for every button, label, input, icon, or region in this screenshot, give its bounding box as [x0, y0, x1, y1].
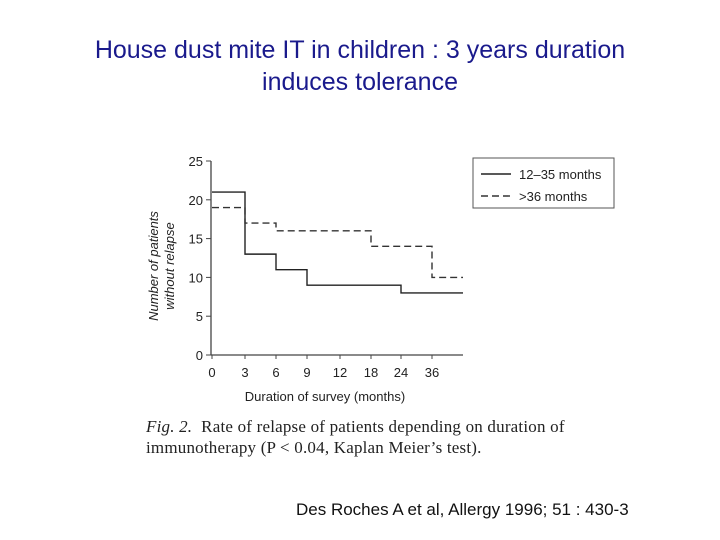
x-tick-label: 18 — [364, 365, 378, 380]
caption-text-line-2: immunotherapy (P < 0.04, Kaplan Meier’s … — [146, 438, 482, 457]
x-tick-label: 3 — [241, 365, 248, 380]
x-axis-label: Duration of survey (months) — [245, 389, 405, 404]
y-axis-label-line-1: Number of patients — [146, 211, 161, 321]
x-tick-label: 36 — [425, 365, 439, 380]
y-tick-label: 25 — [189, 154, 203, 169]
figure-caption: Fig. 2. Rate of relapse of patients depe… — [146, 416, 636, 458]
caption-text-line-1: Rate of relapse of patients depending on… — [201, 417, 565, 436]
slide-title: House dust mite IT in children : 3 years… — [0, 34, 720, 98]
y-tick-label: 20 — [189, 193, 203, 208]
slide-title-line-1: House dust mite IT in children : 3 years… — [94, 36, 626, 64]
x-tick-label: 24 — [394, 365, 408, 380]
citation: Des Roches A et al, Allergy 1996; 51 : 4… — [296, 500, 629, 519]
legend-box — [472, 157, 615, 209]
caption-figure-label: Fig. 2. — [146, 417, 193, 436]
x-tick-label: 0 — [208, 365, 215, 380]
legend-label-2: >36 months — [519, 189, 588, 204]
legend-label-1: 12–35 months — [519, 167, 602, 182]
series-line-2 — [212, 206, 463, 279]
y-tick-label: 15 — [189, 232, 203, 247]
y-tick-label: 5 — [196, 309, 203, 324]
x-tick-label: 9 — [303, 365, 310, 380]
chart-legend: 12–35 months >36 months — [472, 157, 615, 209]
y-axis-label-line-2: without relapse — [162, 222, 177, 309]
x-tick-label: 6 — [272, 365, 279, 380]
chart-series — [212, 191, 463, 294]
y-tick-label: 10 — [189, 270, 203, 285]
series-line-1 — [212, 191, 463, 294]
slide-title-line-2: induces tolerance — [262, 68, 458, 96]
x-tick-label: 12 — [333, 365, 347, 380]
y-tick-label: 0 — [196, 348, 203, 363]
